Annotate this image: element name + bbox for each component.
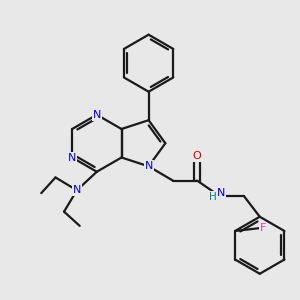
Text: H: H: [209, 192, 217, 202]
Text: N: N: [217, 188, 226, 198]
Text: N: N: [93, 110, 101, 120]
Text: N: N: [73, 185, 81, 195]
Text: N: N: [144, 161, 153, 171]
Text: O: O: [193, 151, 201, 161]
Text: N: N: [68, 152, 76, 163]
Text: F: F: [260, 223, 266, 233]
